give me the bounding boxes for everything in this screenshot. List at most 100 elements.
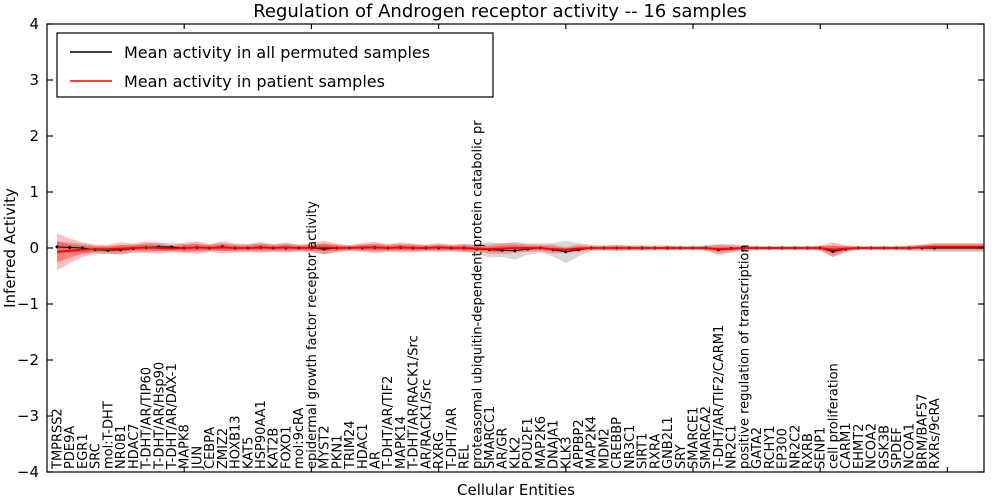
x-category-label: CARM1 — [839, 423, 854, 470]
x-category-label: epidermal growth factor receptor activit… — [305, 201, 320, 469]
y-tick-label: 3 — [29, 71, 39, 89]
legend-label-patient: Mean activity in patient samples — [124, 72, 385, 91]
x-category-label: T-DHT/AR/Hsp90 — [152, 362, 167, 470]
x-category-label: MAPK14 — [394, 416, 409, 469]
x-category-label: REL — [458, 444, 473, 469]
x-category-label: RCHY1 — [763, 426, 778, 469]
x-category-label: EP300 — [776, 428, 791, 469]
x-category-label: SMARCA2 — [699, 406, 714, 469]
x-category-label: T-DHT/AR/TIF2 — [381, 376, 396, 470]
x-category-label: NCOA1 — [903, 423, 918, 469]
y-tick-label: −4 — [17, 463, 39, 481]
x-category-label: AR/RACK1/Src — [419, 379, 434, 469]
x-category-label: NCOA2 — [865, 423, 880, 469]
x-category-label: SIRT1 — [636, 433, 651, 469]
x-category-label: SRY — [674, 445, 689, 469]
x-category-label: AR — [369, 451, 384, 469]
x-category-label: RXRA — [648, 434, 663, 469]
x-category-label: NR3C1 — [623, 425, 638, 469]
y-tick-label: 1 — [29, 183, 39, 201]
plot-render-layer: TMPRSS2PDE9AEGR1SRCmol:T-DHTNR0B1HDAC7T-… — [17, 15, 985, 481]
x-category-label: HSP90AA1 — [254, 400, 269, 469]
x-category-label: KAT2B — [267, 428, 282, 469]
x-category-label: SPDEF — [890, 427, 905, 469]
x-category-label: T-DHT/AR — [445, 408, 460, 470]
x-category-label: GNB2L1 — [661, 416, 676, 469]
x-category-label: RXRs/9cRA — [928, 398, 943, 469]
chart-title: Regulation of Androgen receptor activity… — [253, 1, 747, 22]
x-category-label: T-DHT/AR/TIP60 — [140, 367, 155, 470]
y-tick-label: 0 — [29, 239, 39, 257]
x-category-label: cell proliferation — [826, 363, 841, 469]
y-axis-ticks: 4 3 2 1 0 −1 −2 −3 −4 — [17, 15, 984, 481]
x-category-label: APPBP2 — [572, 419, 587, 469]
x-category-label: T-DHT/AR/RACK1/Src — [407, 335, 422, 470]
permuted-marker — [55, 245, 59, 249]
x-category-label: GATA2 — [750, 427, 765, 469]
x-category-label: MAPK8 — [178, 424, 193, 469]
permuted-marker — [68, 245, 72, 249]
x-category-label: SMARCC1 — [483, 406, 498, 469]
x-category-label: TMPRSS2 — [51, 408, 66, 470]
x-category-label: PKN1 — [330, 435, 345, 469]
x-category-label: EHMT2 — [852, 424, 867, 469]
x-category-label: KLK2 — [508, 436, 523, 469]
x-category-label: MYST2 — [318, 425, 333, 469]
x-category-label: proteasomal ubiquitin-dependent protein … — [470, 120, 485, 469]
legend-box — [56, 32, 494, 98]
y-tick-label: −2 — [17, 351, 39, 369]
x-category-label: mol:9cRA — [292, 407, 307, 469]
x-category-label: CREBBP — [610, 417, 625, 469]
x-category-label: NR0B1 — [114, 425, 129, 469]
legend-label-permuted: Mean activity in all permuted samples — [124, 43, 430, 62]
x-category-label: HDAC1 — [356, 423, 371, 469]
x-category-label: EGR1 — [76, 433, 91, 469]
x-category-label: RXRB — [801, 433, 816, 469]
permuted-marker — [513, 249, 517, 253]
x-category-label: SRC — [89, 443, 104, 469]
x-category-labels: TMPRSS2PDE9AEGR1SRCmol:T-DHTNR0B1HDAC7T-… — [51, 120, 944, 470]
x-axis-ticks — [183, 24, 949, 472]
legend-item-patient: Mean activity in patient samples — [70, 72, 385, 91]
x-category-label: mol:T-DHT — [101, 401, 116, 469]
x-category-label: ZMIZ2 — [216, 428, 231, 469]
x-category-label: KLK3 — [559, 436, 574, 469]
permuted-marker — [564, 250, 568, 254]
x-category-label: MAP2K4 — [585, 416, 600, 469]
y-tick-label: −1 — [17, 295, 39, 313]
x-category-label: RXRG — [432, 432, 447, 469]
legend-item-permuted: Mean activity in all permuted samples — [70, 43, 430, 62]
x-category-label: SENP1 — [814, 427, 829, 469]
y-tick-label: 4 — [29, 15, 39, 33]
x-category-label: PDE9A — [63, 426, 78, 469]
x-category-label: POU2F1 — [521, 417, 536, 469]
y-tick-label: 2 — [29, 127, 39, 145]
x-category-label: TRIM24 — [343, 420, 358, 470]
x-category-label: NR2C2 — [788, 425, 803, 469]
x-category-label: DNAJA1 — [547, 420, 562, 469]
x-category-label: CEBPA — [203, 427, 218, 469]
x-category-label: FOXO1 — [279, 426, 294, 469]
x-axis-label: Cellular Entities — [457, 481, 575, 499]
permuted-marker — [831, 249, 835, 253]
patient-band-outer — [57, 233, 984, 271]
patient-mean-line — [56, 245, 984, 253]
x-category-label: AR/GR — [496, 428, 511, 469]
x-category-label: T-DHT/AR/TIF2/CARM1 — [712, 325, 727, 470]
x-category-label: NR2C1 — [725, 425, 740, 469]
x-category-label: BRM/BAF57 — [915, 394, 930, 469]
y-axis-label: Inferred Activity — [1, 188, 19, 308]
legend: Mean activity in all permuted samples Me… — [56, 32, 494, 98]
x-category-label: MAP2K6 — [534, 416, 549, 469]
permuted-band — [57, 240, 984, 264]
x-category-label: SMARCE1 — [687, 407, 702, 469]
x-category-label: T-DHT/AR/DAX-1 — [165, 363, 180, 470]
x-category-label: HDAC7 — [127, 423, 142, 469]
x-category-label: MDM2 — [597, 428, 612, 469]
y-tick-label: −3 — [17, 407, 39, 425]
x-category-label: KAT5 — [241, 437, 256, 469]
x-category-label: JUN — [190, 446, 205, 470]
x-category-label: GSK3B — [877, 425, 892, 469]
